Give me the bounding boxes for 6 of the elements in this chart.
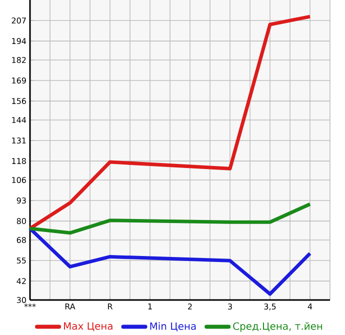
line-series	[28, 226, 312, 296]
legend-label: Min Цена	[150, 322, 196, 332]
legend-label: Max Цена	[64, 322, 112, 332]
line-series	[28, 202, 312, 235]
line-series	[28, 14, 312, 230]
legend-label: Сред.Цена, т.йен	[233, 322, 322, 332]
